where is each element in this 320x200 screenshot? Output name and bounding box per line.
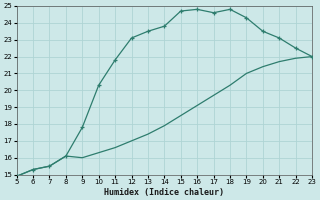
X-axis label: Humidex (Indice chaleur): Humidex (Indice chaleur) bbox=[104, 188, 224, 197]
